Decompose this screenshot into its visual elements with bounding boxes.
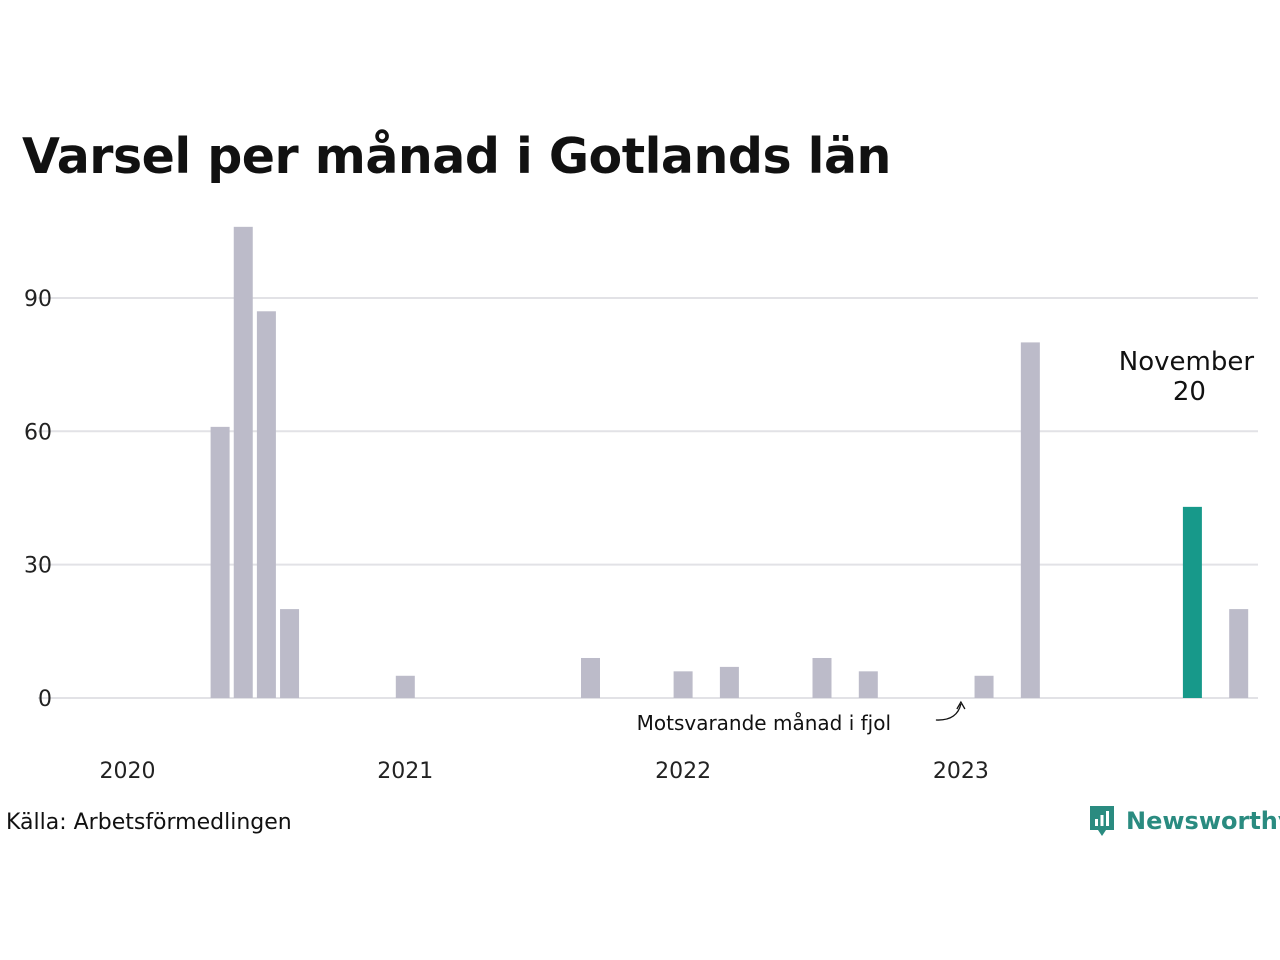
y-tick-label: 90 bbox=[24, 287, 52, 312]
bar bbox=[673, 671, 693, 698]
bar bbox=[233, 226, 253, 698]
bar bbox=[858, 671, 878, 698]
brand-name: Newsworthy bbox=[1126, 807, 1280, 835]
x-tick-label: 2023 bbox=[933, 759, 989, 784]
brand-logo[interactable]: Newsworthy bbox=[1088, 804, 1280, 838]
y-tick-label: 60 bbox=[24, 420, 52, 445]
bar bbox=[280, 609, 300, 698]
chart-title: Varsel per månad i Gotlands län bbox=[22, 128, 891, 185]
x-tick-label: 2022 bbox=[655, 759, 711, 784]
bar bbox=[719, 666, 739, 698]
bars bbox=[210, 226, 1249, 698]
previous-year-label: Motsvarande månad i fjol bbox=[637, 711, 891, 735]
arrow-head bbox=[956, 700, 966, 710]
current-value-label: 20 bbox=[1173, 377, 1206, 407]
current-month-label: November bbox=[1119, 347, 1255, 377]
y-tick-label: 0 bbox=[38, 687, 52, 712]
bar bbox=[1020, 342, 1040, 698]
previous-year-arrow bbox=[935, 703, 962, 721]
source-note: Källa: Arbetsförmedlingen bbox=[6, 810, 292, 835]
x-tick-label: 2021 bbox=[377, 759, 433, 784]
bar bbox=[812, 657, 832, 698]
bar bbox=[1182, 506, 1202, 698]
bar bbox=[256, 311, 276, 698]
bar bbox=[395, 675, 415, 698]
x-tick-label: 2020 bbox=[100, 759, 156, 784]
newsworthy-logo-icon bbox=[1090, 806, 1114, 836]
y-tick-label: 30 bbox=[24, 554, 52, 579]
bar bbox=[974, 675, 994, 698]
bar bbox=[210, 426, 230, 698]
axis-labels: 0 30 60 90 2020 2021 2022 2023 bbox=[24, 287, 989, 784]
bar bbox=[581, 657, 600, 698]
bar bbox=[1229, 609, 1249, 698]
